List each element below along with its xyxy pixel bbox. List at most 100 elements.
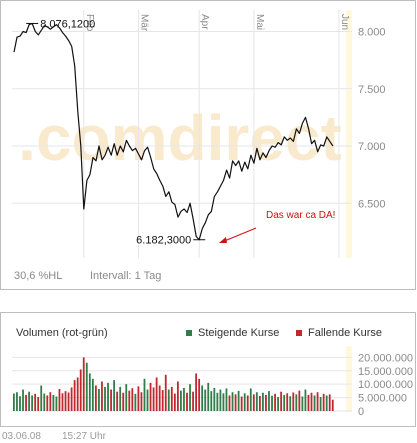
- volume-bar: [67, 392, 70, 411]
- volume-bar: [274, 393, 276, 411]
- volume-bar: [91, 378, 94, 411]
- volume-bar: [322, 393, 325, 411]
- volume-bar: [283, 394, 286, 411]
- volume-bar: [167, 389, 170, 411]
- price-y-tick-label: 7.000: [358, 141, 386, 153]
- volume-bar: [219, 389, 222, 411]
- month-label: Mai: [254, 14, 265, 30]
- volume-bar: [313, 395, 316, 411]
- volume-bar: [331, 399, 334, 411]
- volume-bar: [201, 385, 204, 411]
- volume-bar: [207, 382, 210, 411]
- volume-bar: [119, 386, 122, 411]
- hl-percent: 30,6 %HL: [14, 270, 62, 282]
- month-label: Apr: [199, 14, 210, 30]
- volume-bar: [88, 373, 91, 411]
- volume-bar: [240, 396, 243, 411]
- price-plot-area: [12, 10, 354, 258]
- volume-bar: [140, 392, 143, 411]
- volume-bar: [161, 390, 164, 411]
- volume-bar: [116, 391, 119, 411]
- volume-bar: [292, 392, 295, 411]
- volume-bar: [82, 357, 85, 411]
- volume-bar: [316, 392, 319, 411]
- volume-bar: [155, 377, 158, 411]
- volume-bar: [222, 393, 225, 411]
- volume-bar: [225, 388, 228, 411]
- legend-down-swatch: [296, 330, 302, 336]
- volume-bar: [64, 391, 67, 411]
- volume-y-tick-label: 20.000.000: [358, 352, 413, 364]
- volume-bar: [46, 395, 49, 411]
- volume-bar: [143, 378, 146, 411]
- volume-bar: [170, 386, 173, 411]
- volume-y-tick-label: 10.000.000: [358, 379, 413, 391]
- min-label: 6.182,3000: [136, 235, 191, 247]
- volume-bar: [271, 395, 273, 411]
- volume-bar: [192, 391, 194, 411]
- price-y-tick-label: 6.500: [358, 198, 386, 210]
- month-label: Jun: [339, 14, 350, 30]
- volume-bar: [40, 385, 43, 411]
- max-label: 8.076,1200: [40, 18, 95, 30]
- volume-bar: [295, 394, 298, 411]
- volume-bar: [301, 396, 304, 411]
- volume-bar: [79, 369, 82, 411]
- annotation-text: Das war ca DA!: [266, 210, 335, 221]
- volume-bar: [122, 392, 125, 411]
- volume-y-tick-label: 15.000.000: [358, 366, 413, 378]
- footer-time: 15:27 Uhr: [62, 431, 107, 442]
- volume-bar: [22, 389, 24, 411]
- volume-bar: [16, 392, 18, 411]
- volume-bar: [289, 396, 292, 411]
- volume-bar: [146, 389, 149, 411]
- legend-up-swatch: [186, 330, 192, 336]
- volume-bar: [255, 392, 258, 411]
- volume-bar: [183, 387, 185, 411]
- volume-bar: [101, 381, 103, 411]
- price-y-tick-labels: 6.500 7.000 7.500 8.000: [358, 26, 386, 210]
- volume-bar: [186, 392, 188, 411]
- volume-bar: [31, 395, 34, 411]
- volume-bar: [73, 380, 76, 411]
- volume-bar: [310, 392, 313, 411]
- volume-bar: [262, 392, 264, 411]
- volume-bar: [328, 394, 331, 411]
- volume-bar: [158, 385, 161, 411]
- volume-bar: [228, 395, 231, 411]
- volume-bar: [173, 393, 176, 411]
- volume-bar: [58, 389, 61, 411]
- month-label: Feb: [84, 14, 95, 32]
- interval-label: Intervall: 1 Tag: [90, 270, 161, 282]
- volume-bar: [28, 391, 30, 411]
- volume-bar: [213, 387, 216, 411]
- volume-bar: [52, 394, 55, 411]
- price-line: [13, 22, 334, 241]
- volume-title: Volumen (rot-grün): [16, 327, 108, 339]
- volume-bar: [280, 391, 283, 411]
- volume-bar: [13, 393, 15, 411]
- volume-bar: [164, 374, 167, 411]
- watermark: .comdirect: [18, 102, 342, 174]
- volume-bar: [234, 394, 237, 411]
- month-ticks: Feb Mär Apr Mai Jun: [83, 10, 350, 258]
- volume-bar: [104, 386, 106, 411]
- volume-bar: [265, 394, 267, 411]
- volume-bar: [19, 396, 21, 411]
- price-grid: [12, 30, 352, 204]
- volume-bar: [125, 384, 128, 411]
- volume-bar: [216, 392, 219, 411]
- footer-date: 03.06.08: [2, 431, 41, 442]
- volume-bar: [152, 387, 155, 411]
- volume-bar: [243, 393, 246, 411]
- volume-bar: [55, 396, 58, 411]
- volume-bar: [237, 390, 240, 411]
- volume-bar: [189, 384, 191, 411]
- volume-bar: [94, 385, 97, 411]
- volume-y-tick-label: 5.000.000: [358, 393, 407, 405]
- volume-bar: [249, 388, 252, 411]
- volume-bar: [37, 397, 40, 411]
- annotation-arrow-head: [219, 237, 227, 243]
